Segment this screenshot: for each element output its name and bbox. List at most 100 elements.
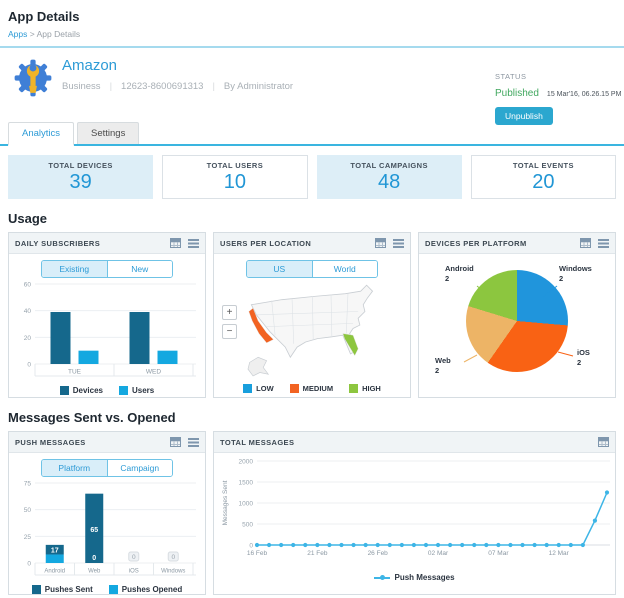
table-view-icon[interactable]: [580, 238, 591, 248]
us-map: + −: [220, 281, 404, 383]
svg-text:1000: 1000: [238, 501, 253, 508]
svg-text:65: 65: [90, 527, 98, 534]
table-view-icon[interactable]: [170, 437, 181, 447]
toggle-platform[interactable]: Platform: [42, 460, 107, 476]
pie-chart[interactable]: [466, 270, 568, 372]
subscriber-type-toggle: Existing New: [41, 260, 173, 278]
toggle-existing[interactable]: Existing: [42, 261, 107, 277]
legend-swatch-users: [119, 386, 128, 395]
devices-pie-chart: Android 2 Windows 2 Web 2 iOS 2: [419, 260, 615, 390]
pie-label-windows: Windows 2: [559, 264, 592, 284]
breadcrumb-separator: >: [29, 29, 35, 39]
app-gear-wrench-icon: [14, 59, 52, 97]
toggle-new[interactable]: New: [106, 261, 172, 277]
map-zoom-out-button[interactable]: −: [222, 324, 237, 339]
users-per-location-title: USERS PER LOCATION: [220, 238, 312, 248]
push-breakdown-toggle: Platform Campaign: [41, 459, 173, 477]
push-messages-card: PUSH MESSAGES Platform Campaign 0 25 50 75 1…: [8, 431, 206, 595]
svg-text:02 Mar: 02 Mar: [427, 550, 448, 557]
tab-bar: Analytics Settings: [0, 122, 624, 146]
table-view-icon[interactable]: [170, 238, 181, 248]
legend-line-push-messages: [374, 574, 391, 580]
status-date: 15 Mar'16, 06.26.15 PM: [546, 91, 622, 98]
map-zoom-in-button[interactable]: +: [222, 305, 237, 320]
svg-text:0: 0: [92, 555, 96, 562]
svg-text:25: 25: [24, 534, 32, 541]
total-messages-legend: Push Messages: [214, 573, 615, 582]
map-region-california[interactable]: [248, 307, 274, 344]
daily-subscribers-legend: Devices Users: [9, 386, 205, 395]
status-value: Published: [495, 88, 539, 99]
toggle-campaign[interactable]: Campaign: [106, 460, 172, 476]
svg-text:0: 0: [27, 561, 31, 568]
svg-text:Messages Sent: Messages Sent: [222, 480, 229, 525]
tab-analytics[interactable]: Analytics: [8, 122, 75, 146]
stat-total-users: TOTAL USERS 10: [162, 155, 308, 199]
push-messages-legend: Pushes Sent Pushes Opened: [9, 585, 205, 594]
total-messages-chart: 0 500 1000 1500 2000 Messages Sent 16 Feb 21 Fe…: [214, 453, 615, 572]
section-messages-title: Messages Sent vs. Opened: [8, 410, 176, 425]
svg-text:500: 500: [242, 522, 253, 529]
svg-text:50: 50: [24, 507, 32, 514]
svg-text:0: 0: [171, 554, 175, 561]
daily-subscribers-chart: 0 20 40 60 TUE WED: [9, 280, 205, 385]
daily-subscribers-title: DAILY SUBSCRIBERS: [15, 238, 101, 248]
breadcrumb: Apps > App Details: [8, 29, 616, 39]
total-messages-card: TOTAL MESSAGES 0 500 1000 1500 2000 Messages …: [213, 431, 616, 595]
users-per-location-card: USERS PER LOCATION US World + −: [213, 232, 411, 398]
menu-icon[interactable]: [188, 238, 199, 248]
app-id: 12623-8600691313: [121, 81, 204, 92]
svg-text:0: 0: [27, 362, 31, 369]
daily-subscribers-card: DAILY SUBSCRIBERS Existing New 0 20 40 60 TU…: [8, 232, 206, 398]
legend-swatch-pushes-sent: [31, 585, 41, 594]
total-messages-title: TOTAL MESSAGES: [220, 437, 295, 447]
app-name: Amazon: [62, 57, 118, 74]
toggle-us[interactable]: US: [247, 261, 312, 277]
menu-icon[interactable]: [393, 238, 404, 248]
svg-text:1500: 1500: [238, 480, 253, 487]
push-messages-chart: 0 25 50 75 17 Android 65 0 Web 0 iOS 0 Windows: [9, 479, 205, 584]
svg-text:40: 40: [24, 308, 32, 315]
svg-text:60: 60: [24, 282, 32, 289]
app-meta: Business | 12623-8600691313 | By Administrat…: [62, 81, 294, 92]
unpublish-button[interactable]: Unpublish: [495, 107, 553, 125]
pie-label-ios: iOS 2: [577, 348, 590, 368]
toggle-world[interactable]: World: [311, 261, 377, 277]
svg-text:21 Feb: 21 Feb: [307, 550, 328, 557]
page: App Details Apps > App Details: [0, 9, 624, 595]
table-view-icon[interactable]: [375, 238, 386, 248]
app-author: By Administrator: [223, 81, 294, 92]
svg-text:07 Mar: 07 Mar: [488, 550, 509, 557]
menu-icon[interactable]: [598, 238, 609, 248]
stats-row: TOTAL DEVICES 39 TOTAL USERS 10 TOTAL CA…: [8, 155, 616, 199]
map-scope-toggle: US World: [246, 260, 378, 278]
svg-text:20: 20: [24, 335, 32, 342]
status-block: STATUS Published 15 Mar'16, 06.26.15 PM …: [495, 72, 624, 125]
header-divider: [0, 46, 624, 48]
legend-swatch-high: [349, 384, 359, 393]
map-alaska: [247, 356, 270, 377]
svg-text:Windows: Windows: [161, 569, 185, 575]
svg-text:75: 75: [24, 481, 32, 488]
legend-swatch-low: [243, 384, 253, 393]
table-view-icon[interactable]: [598, 437, 609, 447]
stat-total-events: TOTAL EVENTS 20: [470, 155, 616, 199]
breadcrumb-current: App Details: [36, 29, 81, 39]
menu-icon[interactable]: [188, 437, 199, 447]
pie-label-android: Android 2: [445, 264, 474, 284]
devices-per-platform-card: DEVICES PER PLATFORM Android 2 Windows 2: [418, 232, 616, 398]
svg-text:0: 0: [132, 554, 136, 561]
breadcrumb-apps-link[interactable]: Apps: [8, 29, 28, 39]
tab-settings[interactable]: Settings: [77, 122, 140, 144]
usage-row: DAILY SUBSCRIBERS Existing New 0 20 40 60 TU…: [8, 232, 616, 398]
push-messages-title: PUSH MESSAGES: [15, 437, 86, 447]
svg-text:2000: 2000: [238, 459, 253, 466]
legend-swatch-pushes-opened: [108, 585, 118, 594]
messages-row: PUSH MESSAGES Platform Campaign 0 25 50 75 1…: [8, 431, 616, 595]
stat-total-campaigns: TOTAL CAMPAIGNS 48: [316, 155, 462, 199]
map-region-florida[interactable]: [342, 333, 359, 357]
svg-text:26 Feb: 26 Feb: [367, 550, 388, 557]
legend-swatch-medium: [289, 384, 299, 393]
svg-text:0: 0: [249, 543, 253, 550]
svg-text:12 Mar: 12 Mar: [548, 550, 569, 557]
